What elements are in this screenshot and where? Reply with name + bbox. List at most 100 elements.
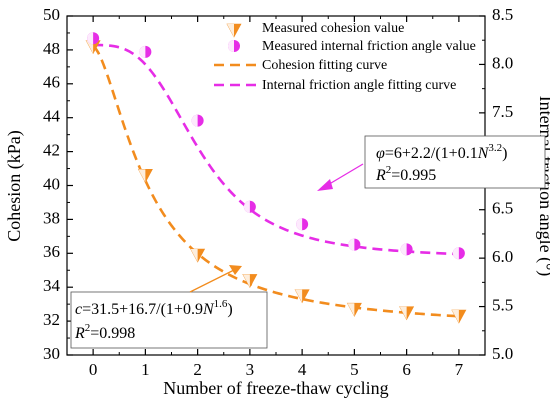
legend-item-friction-marker: Measured internal friction angle value	[228, 39, 476, 54]
y-right-tick-label: 7.5	[492, 102, 513, 121]
cohesion-point	[190, 248, 206, 263]
phi-equation-text: φ=6+2.2/(1+0.1N3.2)	[376, 142, 507, 162]
friction-point-highlight	[452, 247, 459, 260]
friction-point-highlight	[296, 218, 303, 231]
c-r2-text: R2=0.998	[74, 322, 135, 342]
fit-curves	[92, 43, 459, 318]
x-tick-label: 7	[455, 360, 464, 379]
c-symbol: c	[75, 301, 82, 318]
y-right-tick-label: 6.0	[492, 247, 513, 266]
cohesion-point	[451, 309, 467, 324]
cohesion-point-highlight	[242, 274, 250, 288]
friction-point	[452, 247, 465, 260]
x-tick-label: 6	[402, 360, 411, 379]
cohesion-point-highlight	[451, 310, 459, 324]
friction-point	[400, 243, 413, 256]
x-tick-label: 1	[141, 360, 150, 379]
friction-fit-curve	[93, 43, 459, 256]
cohesion-point-highlight	[190, 248, 198, 262]
y-left-tick-label: 50	[43, 5, 60, 24]
x-tick-label: 2	[193, 360, 202, 379]
phi-equation-box	[364, 135, 546, 189]
y-left-tick-label: 34	[43, 276, 61, 295]
friction-point-highlight	[243, 200, 250, 213]
phi-r2-text: R2=0.995	[375, 164, 436, 184]
cohesion-point	[242, 274, 258, 289]
x-axis-title: Number of freeze-thaw cycling	[163, 378, 388, 398]
y-left-tick-label: 42	[43, 141, 60, 160]
legend-item-cohesion-marker: Measured cohesion value	[226, 21, 404, 38]
c-close: )	[227, 301, 232, 318]
x-tick-label: 5	[350, 360, 359, 379]
y-left-tick-label: 30	[43, 344, 60, 363]
phi-arrow-line	[325, 163, 364, 187]
x-tick-label: 4	[298, 360, 307, 379]
y-left-tick-label: 36	[43, 242, 60, 261]
friction-point	[348, 238, 361, 251]
legend-item-cohesion-curve: Cohesion fitting curve	[214, 58, 387, 73]
legend-label-measured-friction: Measured internal friction angle value	[262, 39, 476, 54]
c-r-symbol: R	[74, 325, 85, 342]
c-n: N	[202, 301, 215, 318]
phi-r-value: =0.995	[391, 167, 436, 184]
friction-point	[296, 218, 309, 231]
y-left-tick-label: 38	[43, 208, 60, 227]
c-exp: 1.6	[214, 298, 228, 310]
c-r-value: =0.998	[90, 325, 135, 342]
y-right-tick-label: 6.5	[492, 199, 513, 218]
axis-ticks	[67, 15, 485, 356]
friction-point-highlight	[348, 238, 355, 251]
legend-triangle-highlight	[227, 24, 234, 37]
cohesion-point	[294, 289, 310, 304]
legend-circle-highlight	[228, 40, 234, 52]
data-points	[85, 32, 467, 324]
phi-r-symbol: R	[375, 167, 386, 184]
c-equation-box	[70, 291, 268, 349]
cohesion-point	[346, 302, 362, 317]
phi-r-exp: 2	[386, 164, 392, 176]
legend-label-friction-fit: Internal friction angle fitting curve	[262, 78, 456, 93]
phi-arrow-head	[317, 179, 333, 191]
y-left-tick-label: 46	[43, 73, 60, 92]
c-arrow-head	[229, 265, 242, 275]
c-main: =31.5+16.7/(1+0.9	[82, 301, 203, 318]
friction-point	[243, 200, 256, 213]
y-left-tick-label: 40	[43, 174, 60, 193]
phi-exp: 3.2	[488, 142, 502, 154]
y-left-tick-label: 48	[43, 39, 60, 58]
x-tick-label: 3	[246, 360, 255, 379]
cohesion-point-highlight	[295, 289, 303, 303]
cohesion-point-highlight	[138, 169, 146, 183]
y-right-tick-label: 8.0	[492, 53, 513, 72]
cohesion-point	[399, 306, 415, 321]
y-left-tick-label: 32	[43, 310, 60, 329]
cohesion-point-highlight	[399, 306, 407, 320]
cohesion-fit-curve	[92, 45, 459, 318]
phi-n: N	[477, 145, 490, 162]
phi-close: )	[502, 145, 507, 162]
friction-point-highlight	[191, 114, 198, 127]
friction-point-highlight	[400, 243, 407, 256]
cohesion-point-highlight	[347, 303, 355, 317]
c-equation-text: c=31.5+16.7/(1+0.9N1.6)	[75, 298, 233, 318]
legend-label-cohesion-fit: Cohesion fitting curve	[262, 58, 387, 73]
y-left-axis-title: Cohesion (kPa)	[4, 130, 25, 242]
legend-item-friction-curve: Internal friction angle fitting curve	[214, 78, 456, 93]
friction-point-highlight	[139, 45, 146, 58]
cohesion-point	[137, 169, 153, 183]
x-tick-label: 0	[89, 360, 98, 379]
friction-point	[139, 45, 152, 58]
c-arrow-line	[189, 269, 235, 293]
phi-main: =6+2.2/(1+0.1	[385, 145, 478, 162]
c-equation-annotation: c=31.5+16.7/(1+0.9N1.6) R2=0.998	[70, 265, 268, 349]
y-right-tick-label: 5.5	[492, 295, 513, 314]
friction-point	[191, 114, 204, 127]
y-right-tick-label: 8.5	[492, 5, 513, 24]
legend: Measured cohesion value Measured interna…	[214, 21, 476, 93]
friction-point	[87, 32, 100, 45]
phi-symbol: φ	[376, 145, 385, 162]
c-r-exp: 2	[85, 322, 91, 334]
y-left-tick-label: 44	[43, 107, 61, 126]
y-right-tick-label: 5.0	[492, 344, 513, 363]
